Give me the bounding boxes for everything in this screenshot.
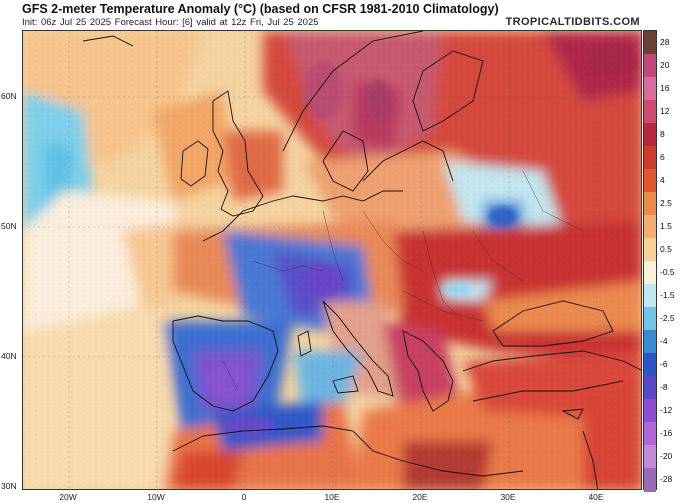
- colorbar-swatch: [644, 54, 656, 78]
- colorbar-swatch: [644, 192, 656, 216]
- lat-label-60n: 60N: [1, 91, 17, 101]
- colorbar-swatch: [644, 307, 656, 331]
- colorbar-label: 6: [660, 151, 665, 162]
- colorbar: [643, 30, 657, 492]
- colorbar-label: -4: [660, 335, 668, 346]
- site-watermark: TROPICALTIDBITS.COM: [505, 16, 640, 28]
- colorbar-swatch: [644, 284, 656, 308]
- anomaly-field: [23, 31, 641, 489]
- anomaly-map: [22, 30, 642, 490]
- colorbar-label: 2.5: [660, 197, 672, 208]
- colorbar-label: 20: [660, 59, 670, 70]
- chart-subtitle: Init: 06z Jul 25 2025 Forecast Hour: [6]…: [22, 17, 319, 28]
- colorbar-label: -12: [660, 404, 673, 415]
- lat-label-30n: 30N: [1, 481, 17, 491]
- map-canvas: [23, 31, 641, 489]
- colorbar-swatch: [644, 330, 656, 354]
- borders: [222, 170, 584, 392]
- coastlines: [82, 31, 641, 489]
- colorbar-label: -28: [660, 473, 673, 484]
- colorbar-swatch: [644, 77, 656, 101]
- colorbar-label: 4: [660, 174, 665, 185]
- lat-label-50n: 50N: [1, 221, 17, 231]
- chart-title: GFS 2-meter Temperature Anomaly (°C) (ba…: [22, 2, 499, 16]
- colorbar-label: 1.5: [660, 220, 672, 231]
- colorbar-swatch: [644, 215, 656, 239]
- colorbar-label: -1.5: [660, 289, 675, 300]
- colorbar-label: 8: [660, 128, 665, 139]
- colorbar-label: 0.5: [660, 243, 672, 254]
- colorbar-swatch: [644, 261, 656, 285]
- colorbar-label: -8: [660, 381, 668, 392]
- colorbar-label: -2.5: [660, 312, 675, 323]
- colorbar-swatch: [644, 376, 656, 400]
- lon-label-0: 0: [241, 492, 247, 502]
- colorbar-label: 28: [660, 36, 670, 47]
- colorbar-label: -0.5: [660, 266, 675, 277]
- lon-label-10w: 10W: [147, 492, 165, 502]
- colorbar-swatch: [644, 468, 656, 492]
- colorbar-label: -6: [660, 358, 668, 369]
- lat-lon-grid: [23, 31, 641, 489]
- colorbar-swatch: [644, 238, 656, 262]
- colorbar-label: -20: [660, 450, 673, 461]
- colorbar-swatch: [644, 399, 656, 423]
- colorbar-swatch: [644, 353, 656, 377]
- colorbar-swatch: [644, 123, 656, 147]
- colorbar-label: 16: [660, 82, 670, 93]
- colorbar-swatch: [644, 169, 656, 193]
- lon-label-20e: 20E: [412, 492, 428, 502]
- colorbar-label: -16: [660, 427, 673, 438]
- colorbar-swatch: [644, 422, 656, 446]
- lat-label-40n: 40N: [1, 351, 17, 361]
- lon-label-20w: 20W: [59, 492, 77, 502]
- colorbar-swatch: [644, 146, 656, 170]
- colorbar-swatch: [644, 31, 656, 55]
- lon-label-30e: 30E: [500, 492, 516, 502]
- colorbar-swatch: [644, 100, 656, 124]
- colorbar-swatch: [644, 445, 656, 469]
- lon-label-40e: 40E: [588, 492, 604, 502]
- lon-label-10e: 10E: [324, 492, 340, 502]
- colorbar-label: 12: [660, 105, 670, 116]
